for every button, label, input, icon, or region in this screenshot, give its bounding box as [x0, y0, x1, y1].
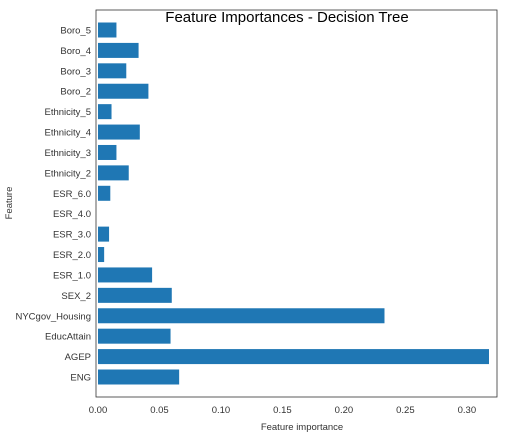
y-tick-label: ENG	[70, 373, 91, 384]
chart-title: Feature Importances - Decision Tree	[165, 9, 408, 26]
bar-esr-1-0	[98, 267, 152, 282]
y-tick-label: Ethnicity_3	[45, 148, 91, 159]
y-tick-label: Ethnicity_4	[45, 128, 91, 139]
y-tick-label: ESR_2.0	[53, 250, 91, 261]
bar-esr-3-0	[98, 227, 109, 242]
bar-boro-4	[98, 43, 139, 58]
y-tick-label: Boro_5	[60, 26, 91, 37]
y-tick-label: Ethnicity_5	[45, 107, 91, 118]
x-tick-label: 0.00	[89, 405, 108, 416]
y-tick-label: SEX_2	[61, 291, 91, 302]
y-tick-label: EducAttain	[45, 332, 91, 343]
bar-ethnicity-4	[98, 125, 140, 140]
bar-ethnicity-2	[98, 165, 129, 180]
y-tick-label: ESR_6.0	[53, 189, 91, 200]
y-tick-label: AGEP	[65, 352, 91, 363]
y-axis-label: Feature	[4, 187, 15, 220]
bar-ethnicity-3	[98, 145, 116, 160]
bar-educattain	[98, 329, 171, 344]
bar-boro-2	[98, 84, 148, 99]
bar-eng	[98, 370, 179, 385]
x-axis-label: Feature importance	[261, 422, 343, 433]
y-tick-label: ESR_1.0	[53, 270, 91, 281]
x-tick-label: 0.20	[335, 405, 354, 416]
x-tick-label: 0.05	[150, 405, 169, 416]
y-tick-label: Ethnicity_2	[45, 168, 91, 179]
y-tick-labels: Boro_5 Boro_4 Boro_3 Boro_2 Ethnicity_5 Ethni…	[15, 26, 91, 384]
bar-agep	[98, 349, 489, 364]
y-tick-label: NYCgov_Housing	[15, 311, 91, 322]
bars-group	[98, 23, 489, 385]
bar-sex-2	[98, 288, 172, 303]
bar-boro-5	[98, 23, 116, 38]
x-tick-label: 0.10	[212, 405, 231, 416]
y-tick-label: ESR_3.0	[53, 230, 91, 241]
x-tick-label: 0.30	[458, 405, 477, 416]
y-tick-label: Boro_4	[60, 46, 91, 57]
y-tick-label: Boro_2	[60, 87, 91, 98]
y-tick-label: Boro_3	[60, 66, 91, 77]
x-tick-labels: 0.00 0.05 0.10 0.15 0.20 0.25 0.30	[89, 405, 476, 416]
x-tick-label: 0.15	[273, 405, 292, 416]
bar-esr-2-0	[98, 247, 104, 262]
bar-esr-6-0	[98, 186, 110, 201]
bar-ethnicity-5	[98, 104, 112, 119]
x-tick-label: 0.25	[396, 405, 415, 416]
y-tick-label: ESR_4.0	[53, 209, 91, 220]
bar-boro-3	[98, 63, 126, 78]
bar-nycgov-housing	[98, 308, 384, 323]
